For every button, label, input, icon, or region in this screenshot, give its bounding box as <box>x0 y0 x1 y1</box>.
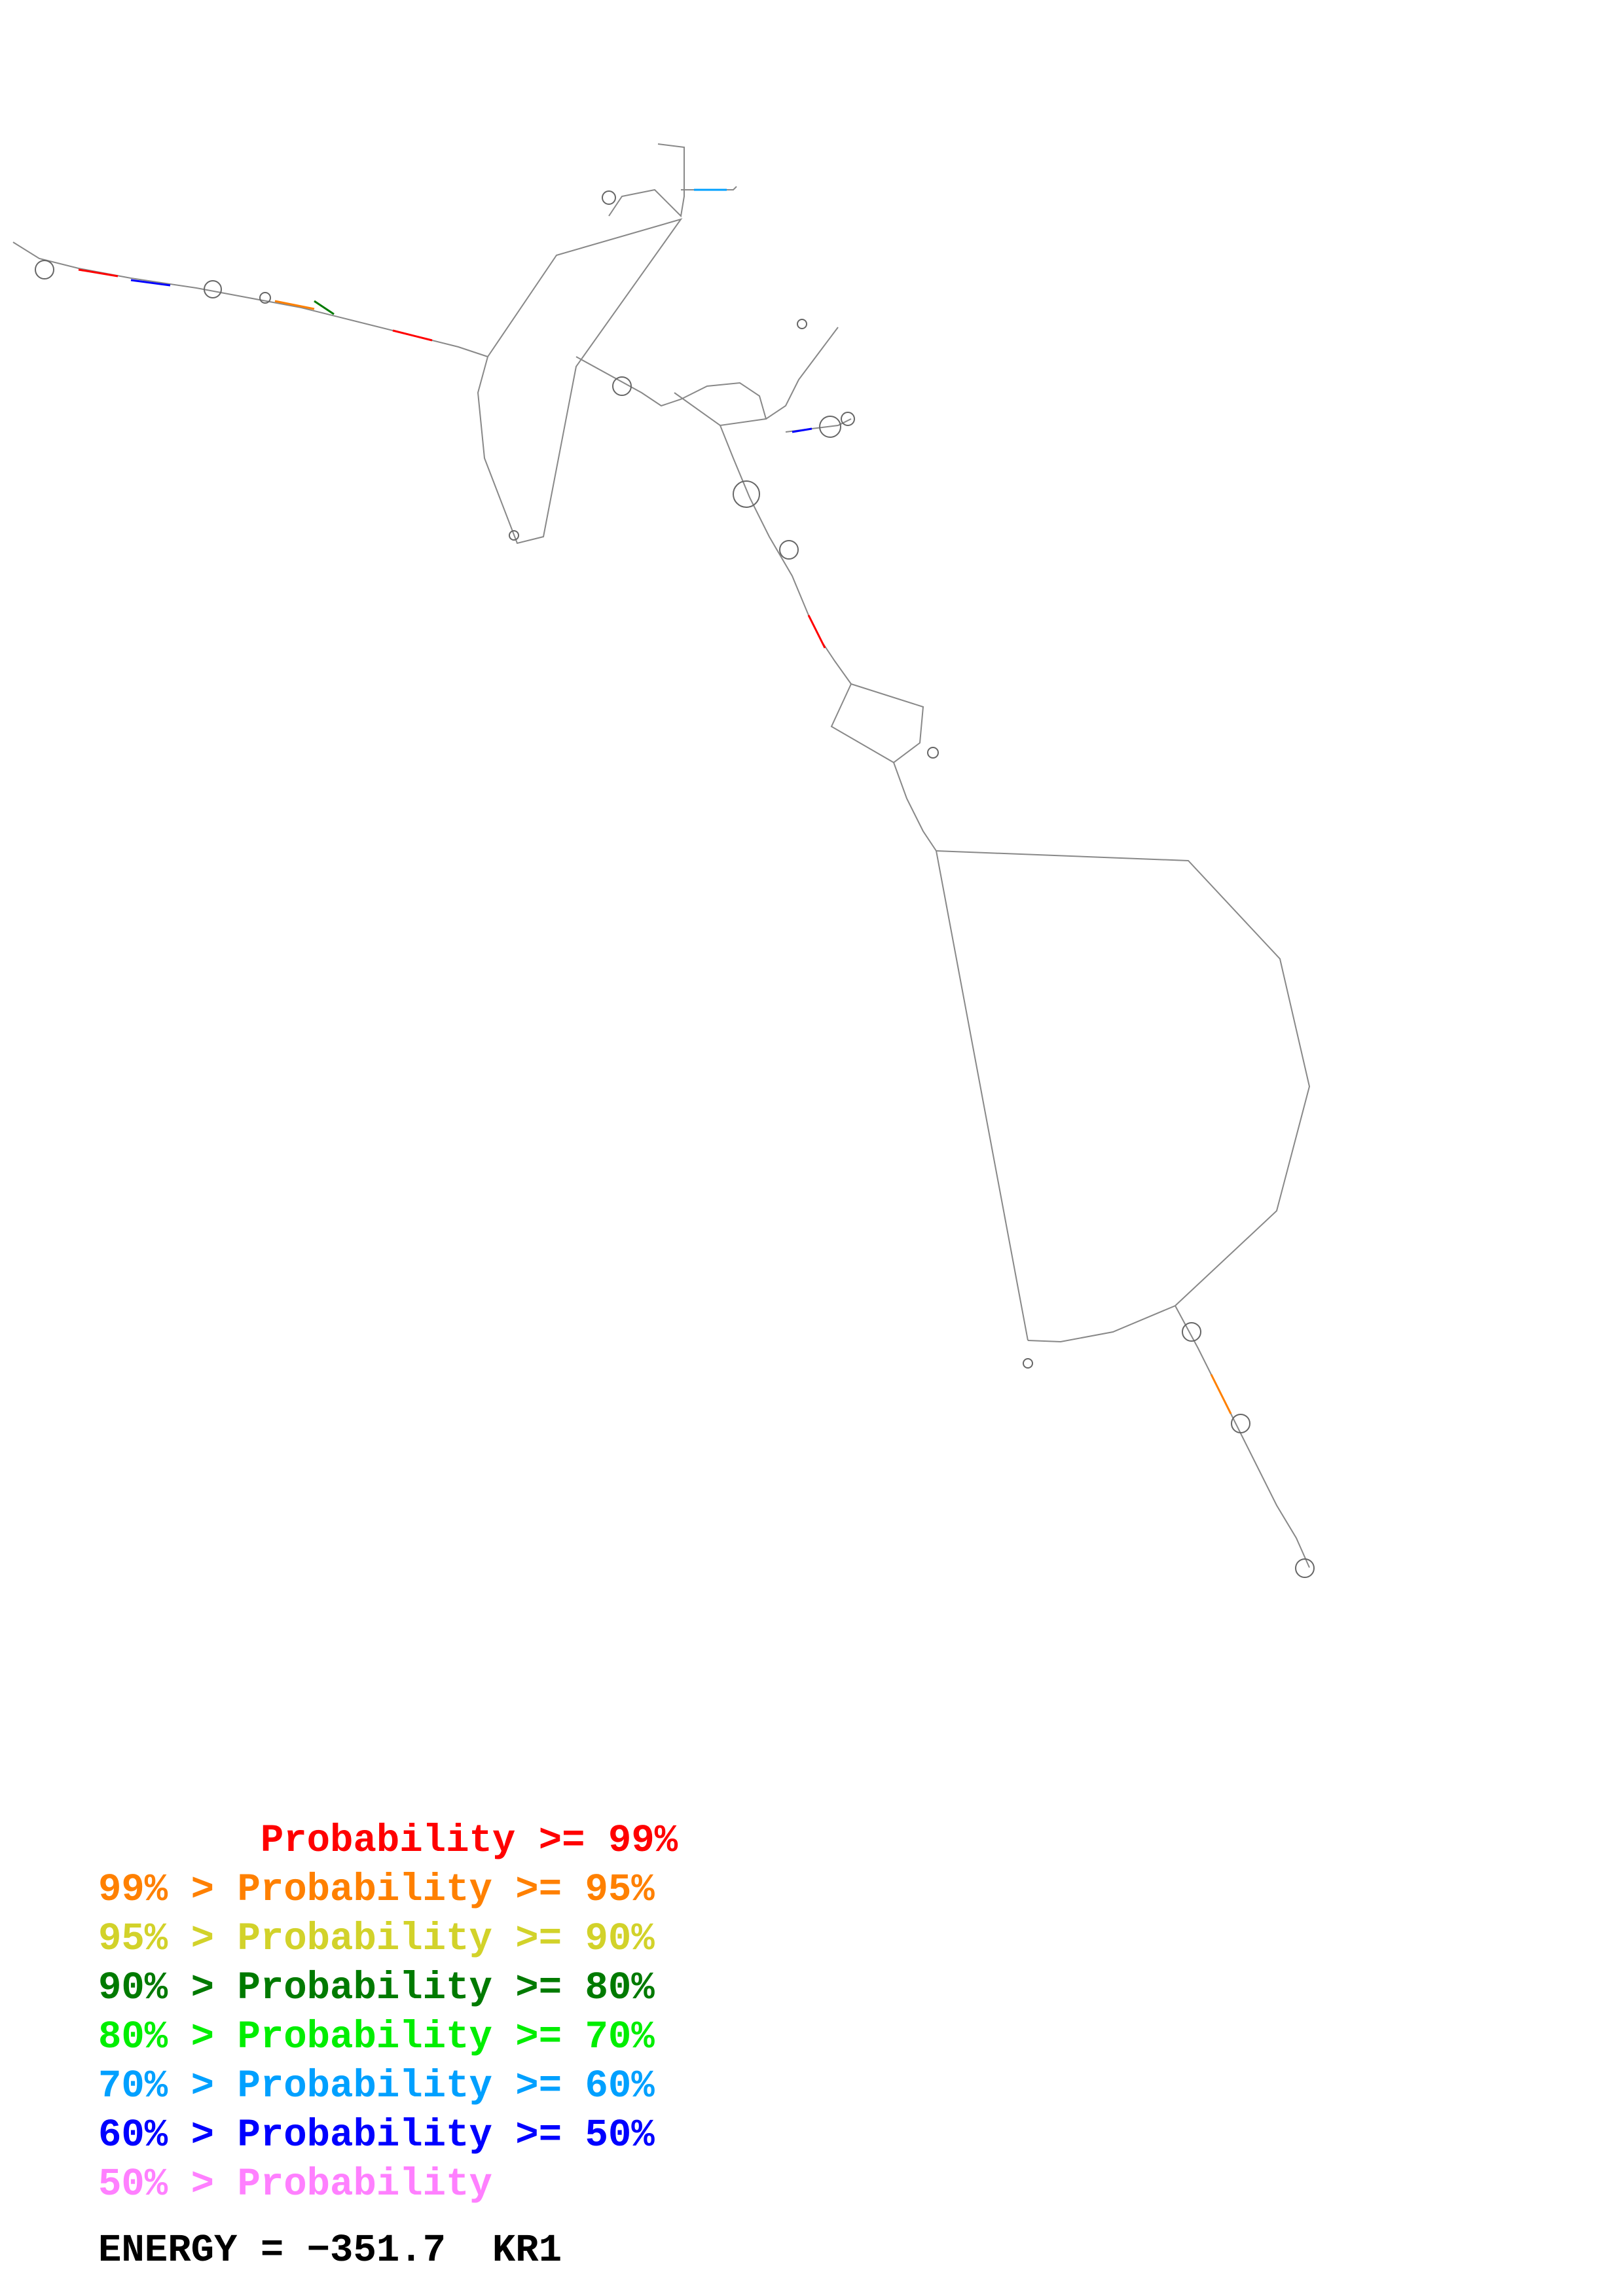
loop <box>1295 1558 1315 1578</box>
legend-prefix: 70% > <box>98 2064 238 2108</box>
loop <box>1182 1322 1201 1342</box>
loop <box>927 747 939 759</box>
legend-text: Probability >= 95% <box>237 1868 655 1912</box>
bottom-stem <box>1175 1305 1310 1568</box>
loop <box>509 530 519 541</box>
structure-name: KR1 <box>492 2229 562 2272</box>
legend-text: Probability >= 80% <box>237 1966 655 2010</box>
stem-colored-pairs <box>78 188 1232 1414</box>
top-stem <box>608 143 685 218</box>
energy-label: ENERGY = −351.7 KR1 <box>98 2229 562 2272</box>
legend-text: Probability >= 60% <box>237 2064 655 2108</box>
legend-prefix: 80% > <box>98 2015 238 2059</box>
legend-prefix <box>98 1819 261 1863</box>
loop <box>204 280 222 298</box>
large-multiloop-left <box>936 850 1029 1341</box>
large-multiloop <box>936 850 1311 1343</box>
legend-prefix: 90% > <box>98 1966 238 2010</box>
legend-text: Probability <box>237 2162 492 2206</box>
legend-row: 95% > Probability >= 90% <box>98 1914 678 1964</box>
right-branch <box>765 327 839 420</box>
hairpin-loops <box>35 190 1315 1578</box>
lower-stem <box>893 762 937 852</box>
pentagon-loop <box>830 683 924 764</box>
loop <box>819 416 841 438</box>
legend-text: Probability >= 70% <box>237 2015 655 2059</box>
loop <box>1231 1414 1250 1433</box>
energy-spacer <box>446 2229 492 2272</box>
loop <box>733 480 760 508</box>
energy-prefix: ENERGY = <box>98 2229 307 2272</box>
loop <box>602 190 616 205</box>
loop <box>797 319 807 329</box>
legend-row: Probability >= 99% <box>98 1816 678 1865</box>
rna-secondary-structure <box>12 143 1315 1578</box>
legend-text: Probability >= 99% <box>260 1819 678 1863</box>
central-stem <box>720 425 852 685</box>
legend-row: 70% > Probability >= 60% <box>98 2062 678 2111</box>
legend-row: 50% > Probability <box>98 2160 678 2209</box>
legend-row: 60% > Probability >= 50% <box>98 2111 678 2160</box>
legend-prefix: 60% > <box>98 2113 238 2157</box>
loop <box>612 376 632 396</box>
loop <box>259 292 271 304</box>
legend-row: 90% > Probability >= 80% <box>98 1964 678 2013</box>
legend-text: Probability >= 50% <box>237 2113 655 2157</box>
legend-row: 99% > Probability >= 95% <box>98 1865 678 1914</box>
loop <box>1023 1358 1033 1369</box>
backbone <box>12 143 1311 1568</box>
legend-prefix: 50% > <box>98 2162 238 2206</box>
upper-ring <box>477 218 683 545</box>
energy-value: −351.7 <box>306 2229 447 2272</box>
legend-text: Probability >= 90% <box>237 1917 655 1961</box>
legend-prefix: 95% > <box>98 1917 238 1961</box>
loop <box>779 540 799 560</box>
probability-legend: Probability >= 99% 99% > Probability >= 9… <box>98 1816 678 2209</box>
loop <box>841 412 855 426</box>
left-arm <box>12 242 488 357</box>
loop <box>35 260 54 279</box>
middle-hub <box>575 356 767 427</box>
legend-row: 80% > Probability >= 70% <box>98 2013 678 2062</box>
legend-prefix: 99% > <box>98 1868 238 1912</box>
